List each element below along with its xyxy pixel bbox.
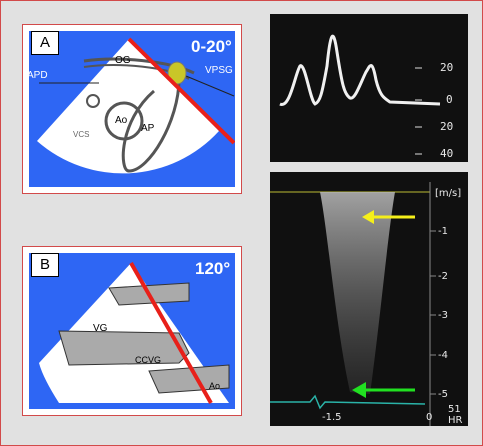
label-apd: APD	[27, 70, 48, 81]
label-ao: Ao	[115, 115, 128, 126]
beam-line-b	[129, 262, 213, 404]
cw-tick-2: -2	[438, 271, 448, 282]
panel-b: B 120° VG CCVG Ao	[22, 246, 242, 416]
ao-vessel	[104, 101, 144, 141]
panel-b-angle: 120°	[195, 259, 231, 278]
vessel-lower	[148, 364, 230, 394]
cw-tick-3: -3	[438, 310, 448, 321]
label-ap: AP	[141, 123, 155, 134]
panel-a-background	[29, 31, 235, 187]
tdi-curve	[279, 34, 441, 106]
panel-b-tag: B	[31, 253, 59, 277]
tdi-trace: 20 0 20 40	[270, 14, 468, 162]
ecg-trace	[270, 394, 426, 410]
hr-value: 51	[448, 404, 461, 415]
green-arrow	[352, 382, 415, 398]
cw-unit: [m/s]	[435, 188, 462, 199]
cw-tick-4: -4	[438, 350, 448, 361]
tdi-waveform	[279, 34, 441, 155]
panel-a: A 0-20° OG APD VPSG Ao AP VCS	[22, 24, 242, 194]
panel-a-illustration	[37, 37, 235, 174]
label-vg: VG	[93, 323, 108, 334]
label-ao-b: Ao	[209, 381, 221, 391]
label-vpsg: VPSG	[205, 65, 233, 76]
vcs-vessel	[86, 94, 100, 108]
cw-tick-1: -1	[438, 226, 448, 237]
panel-b-background	[29, 253, 235, 409]
velocity-envelope	[320, 192, 395, 394]
tdi-scale-top: 20	[440, 61, 454, 74]
panel-a-angle: 0-20°	[191, 37, 232, 56]
cw-time-label: -1.5	[322, 412, 342, 423]
yellow-arrow	[362, 210, 415, 224]
cw-zero-label: 0	[426, 412, 433, 423]
hr-label: HR	[448, 415, 463, 426]
cw-doppler: [m/s] -1 -2 -3 -4 -5 -1.5 0 51 HR	[270, 172, 468, 426]
panel-a-tag: A	[31, 31, 59, 55]
label-vcs: VCS	[73, 130, 90, 139]
tdi-scale-mid: 20	[440, 120, 454, 133]
beam-line	[127, 37, 235, 145]
label-og: OG	[115, 55, 131, 66]
vessel-middle	[58, 330, 190, 366]
label-ccvg: CCVG	[135, 355, 162, 365]
tdi-scale-zero: 0	[446, 93, 453, 106]
echo-sector	[37, 39, 219, 174]
cw-tick-5: -5	[438, 389, 448, 400]
ap-vessel	[121, 78, 181, 173]
tdi-scale-bottom: 40	[440, 147, 454, 160]
panel-b-illustration	[39, 262, 230, 404]
cw-spectrum	[270, 182, 436, 426]
